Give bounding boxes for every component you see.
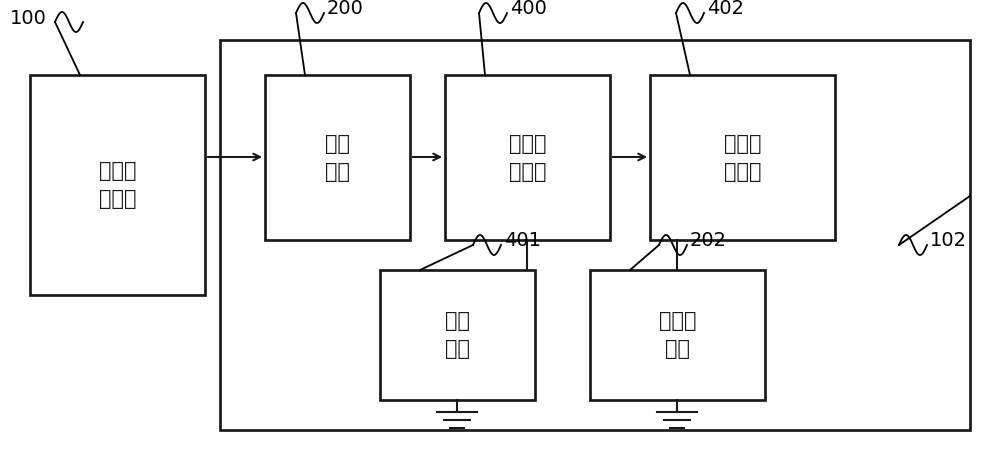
Bar <box>265 75 410 240</box>
Text: 频率等
效电路: 频率等 效电路 <box>724 133 761 181</box>
Text: 102: 102 <box>930 231 967 250</box>
Text: 402: 402 <box>707 0 744 18</box>
Text: 第一
桥臂: 第一 桥臂 <box>445 311 470 359</box>
Bar <box>590 270 765 400</box>
Text: 100: 100 <box>10 8 47 27</box>
Text: 扬声器
单元: 扬声器 单元 <box>659 311 696 359</box>
Text: 202: 202 <box>690 231 727 250</box>
Text: 400: 400 <box>510 0 547 18</box>
Bar <box>380 270 535 400</box>
Text: 200: 200 <box>327 0 364 18</box>
Text: 滤波
单元: 滤波 单元 <box>325 133 350 181</box>
Text: 401: 401 <box>504 231 541 250</box>
Text: 音频处
理模块: 音频处 理模块 <box>99 161 136 209</box>
Bar <box>445 75 610 240</box>
Bar <box>30 75 205 295</box>
Text: 功率放
大电路: 功率放 大电路 <box>509 133 546 181</box>
Bar <box>650 75 835 240</box>
Bar <box>220 40 970 430</box>
